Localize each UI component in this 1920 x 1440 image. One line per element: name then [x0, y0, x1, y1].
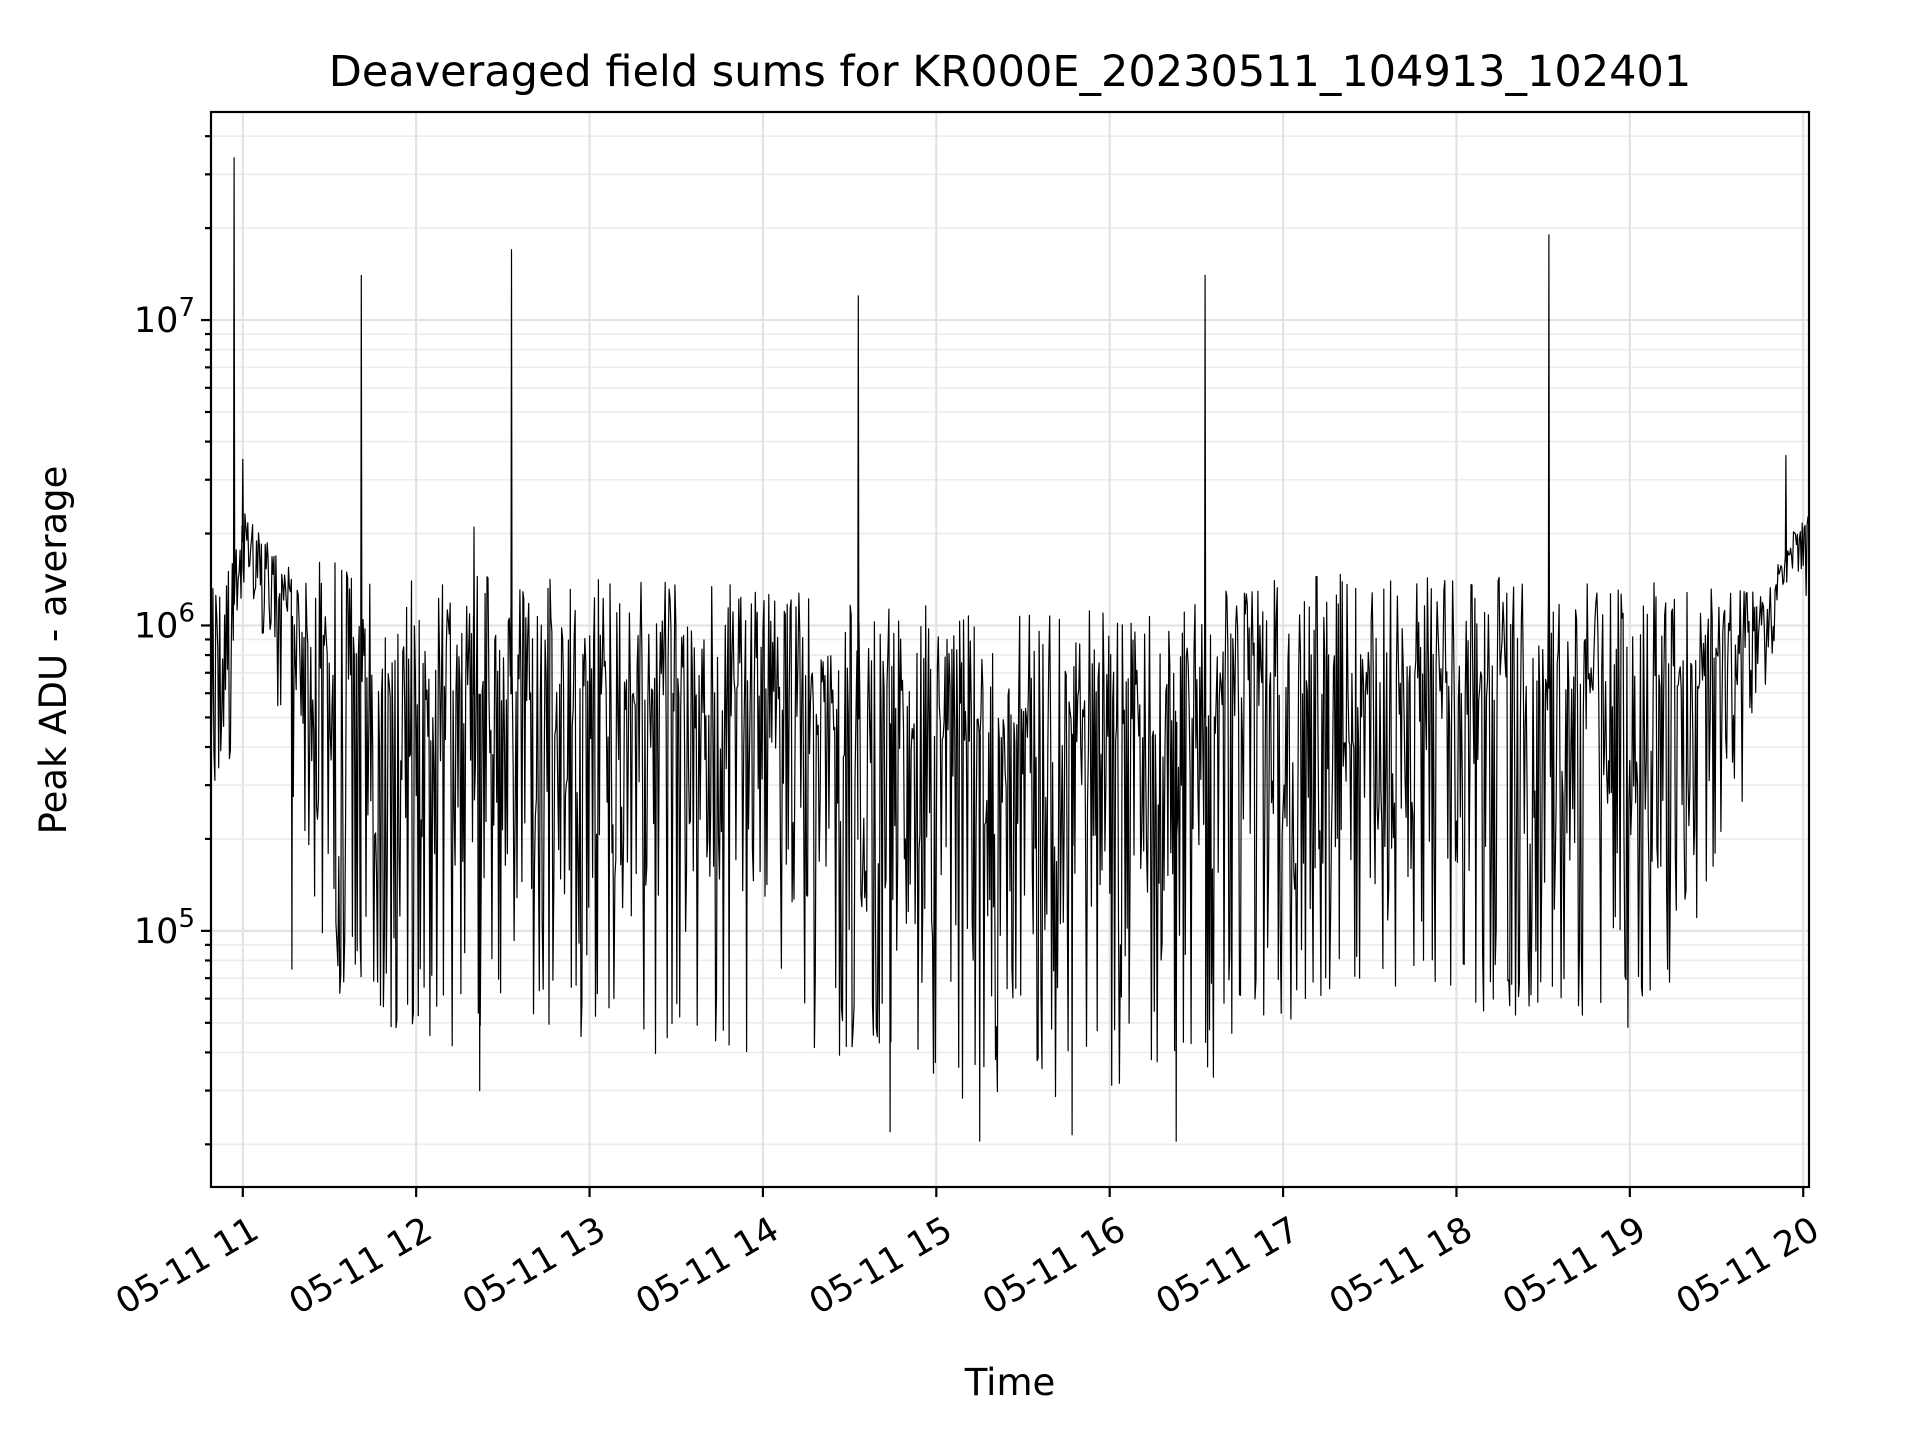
- y-tick-label: 105: [134, 904, 195, 952]
- series-line: [211, 157, 1809, 1142]
- x-axis-label: Time: [964, 1361, 1056, 1404]
- chart-title: Deaveraged field sums for KR000E_2023051…: [329, 47, 1691, 97]
- y-axis-label: Peak ADU - average: [32, 466, 75, 835]
- plot-area: [211, 157, 1809, 1142]
- y-tick-label: 107: [134, 293, 195, 341]
- y-axis: 105 106 107: [134, 135, 211, 1146]
- plot-frame: [209, 110, 1811, 1189]
- y-tick-label: 106: [134, 598, 195, 646]
